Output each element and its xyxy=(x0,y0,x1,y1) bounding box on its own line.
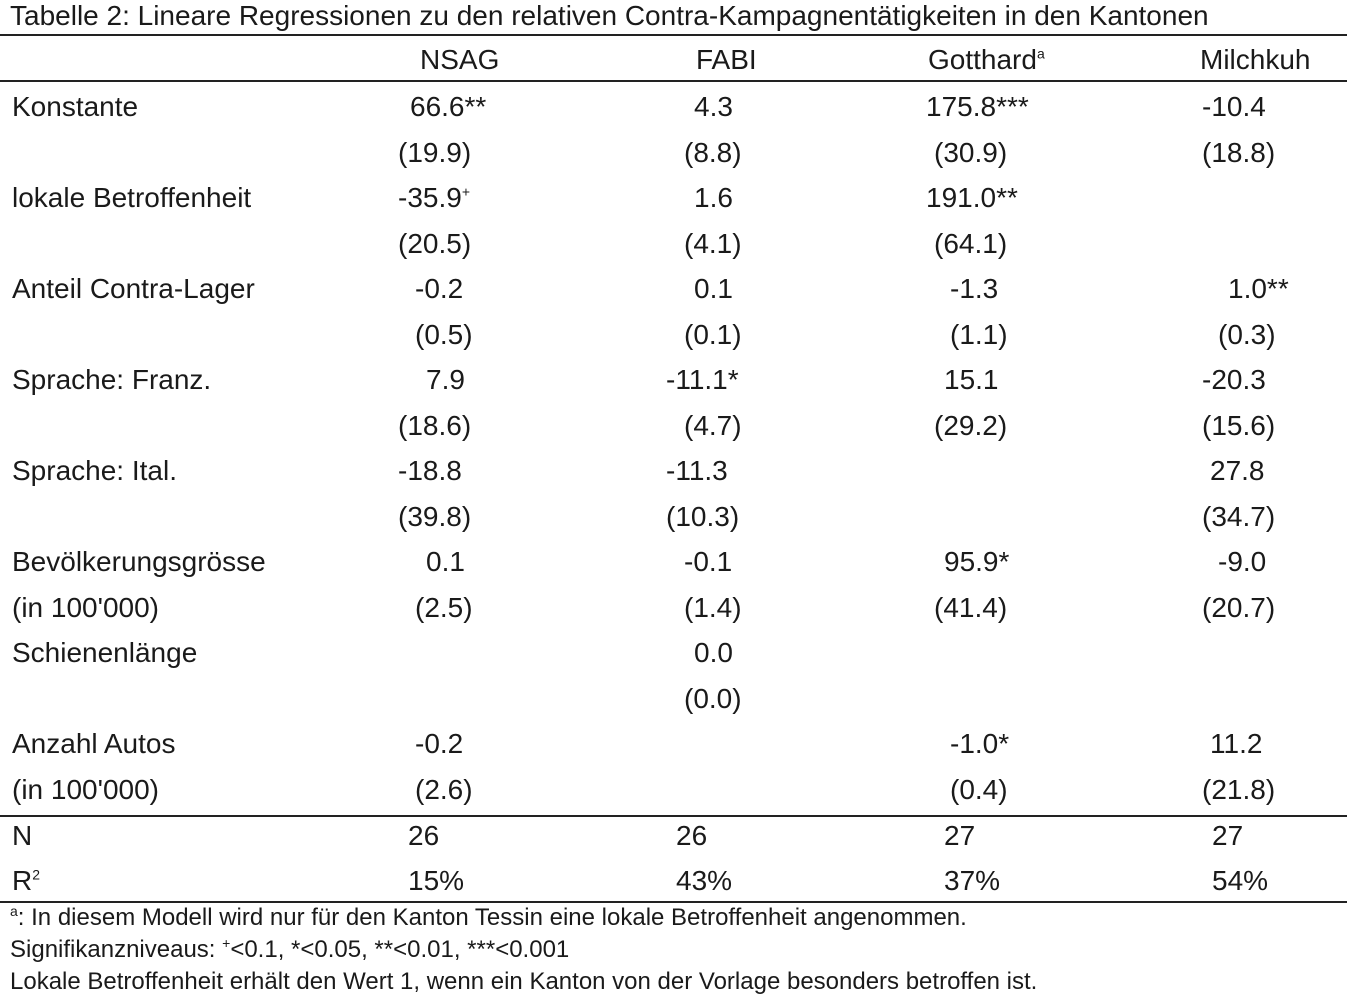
cell-lokale-gotthard: 191.0** xyxy=(926,182,1018,213)
cell-bevoelkerung-nsag-se: (2.5) xyxy=(415,592,473,623)
cell-anteil-fabi-se: (0.1) xyxy=(684,319,742,350)
cell-bevoelkerung-fabi: -0.1 xyxy=(684,546,733,577)
cell-bevoelkerung-milchkuh-se: (20.7) xyxy=(1202,592,1276,623)
row-label-r2: R2 xyxy=(12,865,41,896)
cell-lokale-fabi-se: (4.1) xyxy=(684,228,742,259)
row-label-franz: Sprache: Franz. xyxy=(12,364,212,395)
cell-schiene-fabi-se: (0.0) xyxy=(684,683,742,714)
cell-ital-nsag-se: (39.8) xyxy=(398,501,472,532)
cell-konstante-gotthard-se: (30.9) xyxy=(934,137,1008,168)
col-header-gotthard: Gottharda xyxy=(928,44,1045,75)
cell-r2-fabi: 43% xyxy=(676,865,733,896)
row-label-anteil: Anteil Contra-Lager xyxy=(12,273,255,304)
cell-anteil-milchkuh: 1.0** xyxy=(1228,273,1289,304)
cell-autos-milchkuh: 11.2 xyxy=(1210,728,1263,759)
cell-autos-milchkuh-se: (21.8) xyxy=(1202,774,1276,805)
row-label-lokale: lokale Betroffenheit xyxy=(12,182,252,213)
cell-r2-milchkuh: 54% xyxy=(1212,865,1269,896)
cell-lokale-nsag-se: (20.5) xyxy=(398,228,472,259)
cell-konstante-milchkuh-se: (18.8) xyxy=(1202,137,1276,168)
cell-franz-fabi: -11.1* xyxy=(666,364,739,395)
cell-franz-gotthard: 15.1 xyxy=(944,364,999,395)
row-label-bevoelkerung-unit: (in 100'000) xyxy=(12,592,159,623)
table-caption: Tabelle 2: Lineare Regressionen zu den r… xyxy=(10,0,1209,31)
cell-franz-nsag: 7.9 xyxy=(426,364,465,395)
cell-autos-gotthard: -1.0* xyxy=(950,728,1010,759)
row-label-schiene: Schienenlänge xyxy=(12,637,198,668)
cell-bevoelkerung-nsag: 0.1 xyxy=(426,546,465,577)
cell-n-gotthard: 27 xyxy=(944,820,976,851)
cell-bevoelkerung-gotthard-se: (41.4) xyxy=(934,592,1008,623)
cell-n-nsag: 26 xyxy=(408,820,440,851)
header-rule xyxy=(0,80,1347,82)
stats-rule xyxy=(0,815,1347,817)
cell-ital-fabi-se: (10.3) xyxy=(666,501,740,532)
row-label-ital: Sprache: Ital. xyxy=(12,455,177,486)
row-label-n: N xyxy=(12,820,33,851)
cell-anteil-fabi: 0.1 xyxy=(694,273,733,304)
cell-franz-fabi-se: (4.7) xyxy=(684,410,742,441)
cell-bevoelkerung-fabi-se: (1.4) xyxy=(684,592,742,623)
cell-lokale-gotthard-se: (64.1) xyxy=(934,228,1008,259)
cell-anteil-nsag: -0.2 xyxy=(415,273,464,304)
row-label-autos: Anzahl Autos xyxy=(12,728,176,759)
cell-autos-gotthard-se: (0.4) xyxy=(950,774,1008,805)
cell-autos-nsag: -0.2 xyxy=(415,728,464,759)
cell-ital-milchkuh: 27.8 xyxy=(1210,455,1265,486)
cell-konstante-gotthard: 175.8*** xyxy=(926,91,1029,122)
cell-autos-nsag-se: (2.6) xyxy=(415,774,473,805)
cell-konstante-nsag: 66.6** xyxy=(410,91,487,122)
cell-bevoelkerung-milchkuh: -9.0 xyxy=(1218,546,1267,577)
cell-konstante-fabi-se: (8.8) xyxy=(684,137,742,168)
cell-konstante-nsag-se: (19.9) xyxy=(398,137,472,168)
cell-lokale-fabi: 1.6 xyxy=(694,182,733,213)
col-header-nsag: NSAG xyxy=(420,44,500,75)
cell-schiene-fabi: 0.0 xyxy=(694,637,733,668)
cell-franz-nsag-se: (18.6) xyxy=(398,410,472,441)
cell-konstante-fabi: 4.3 xyxy=(694,91,733,122)
cell-franz-gotthard-se: (29.2) xyxy=(934,410,1008,441)
footnote-a: a: In diesem Modell wird nur für den Kan… xyxy=(10,903,967,931)
cell-ital-milchkuh-se: (34.7) xyxy=(1202,501,1276,532)
cell-lokale-nsag: -35.9+ xyxy=(398,182,471,213)
col-header-milchkuh: Milchkuh xyxy=(1200,44,1311,75)
cell-r2-gotthard: 37% xyxy=(944,865,1001,896)
cell-anteil-gotthard-se: (1.1) xyxy=(950,319,1008,350)
cell-n-fabi: 26 xyxy=(676,820,708,851)
footnote-lokale: Lokale Betroffenheit erhält den Wert 1, … xyxy=(10,968,1038,995)
row-label-bevoelkerung: Bevölkerungsgrösse xyxy=(12,546,266,577)
row-label-autos-unit: (in 100'000) xyxy=(12,774,159,805)
cell-bevoelkerung-gotthard: 95.9* xyxy=(944,546,1010,577)
cell-ital-fabi: -11.3 xyxy=(666,455,728,486)
col-header-fabi: FABI xyxy=(696,44,757,75)
cell-anteil-gotthard: -1.3 xyxy=(950,273,999,304)
row-label-konstante: Konstante xyxy=(12,91,139,122)
cell-n-milchkuh: 27 xyxy=(1212,820,1244,851)
top-rule xyxy=(0,34,1347,36)
cell-anteil-milchkuh-se: (0.3) xyxy=(1218,319,1276,350)
cell-konstante-milchkuh: -10.4 xyxy=(1202,91,1266,122)
cell-ital-nsag: -18.8 xyxy=(398,455,462,486)
bottom-rule xyxy=(0,901,1347,903)
cell-anteil-nsag-se: (0.5) xyxy=(415,319,473,350)
cell-franz-milchkuh-se: (15.6) xyxy=(1202,410,1276,441)
cell-franz-milchkuh: -20.3 xyxy=(1202,364,1266,395)
cell-r2-nsag: 15% xyxy=(408,865,465,896)
footnote-significance: Signifikanzniveaus: +<0.1, *<0.05, **<0.… xyxy=(10,935,570,963)
